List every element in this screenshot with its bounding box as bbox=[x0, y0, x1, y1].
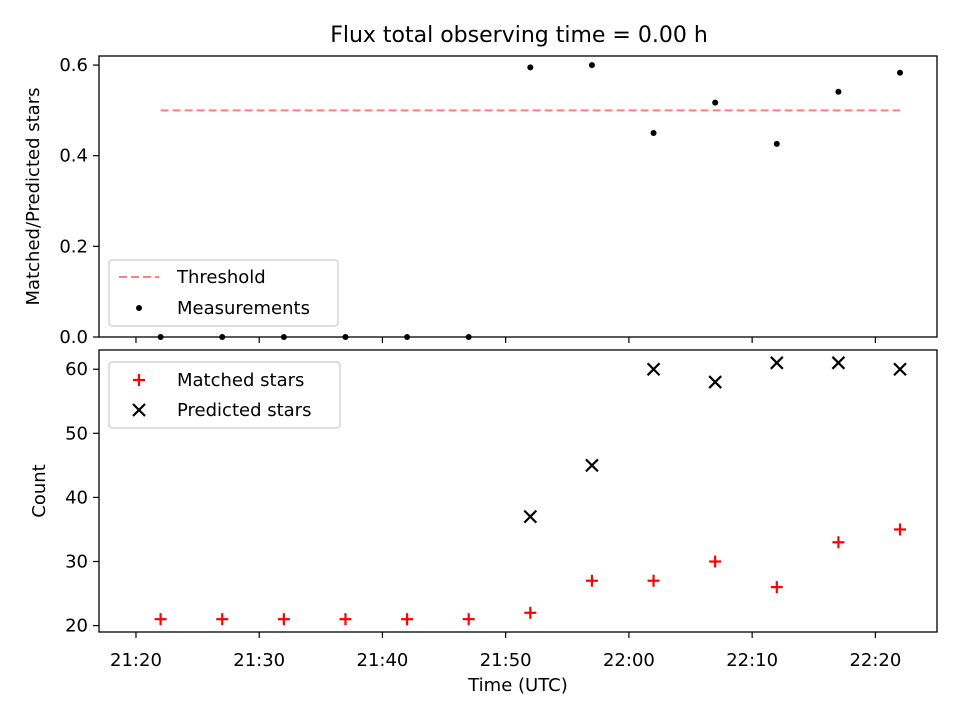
count-y-axis-label: Count bbox=[29, 464, 50, 517]
count-x-tick-label: 21:30 bbox=[233, 650, 285, 671]
count-y-ticks: 20 30 40 50 60 bbox=[65, 359, 99, 637]
count-y-tick-label: 20 bbox=[65, 616, 88, 637]
matched-star-point bbox=[585, 574, 598, 587]
legend-matched-swatch bbox=[133, 374, 145, 386]
measurement-point bbox=[157, 334, 164, 340]
measurement-point bbox=[588, 62, 595, 69]
legend-predicted-marker bbox=[132, 403, 146, 417]
predicted-star-point bbox=[893, 362, 907, 377]
count-y-tick-label: 60 bbox=[65, 359, 88, 380]
ratio-y-tick-label: 0.4 bbox=[59, 146, 88, 167]
matched-star-point bbox=[462, 613, 475, 626]
predicted-star-point-b bbox=[770, 356, 784, 370]
ratio-x-ticks bbox=[135, 337, 876, 343]
matched-star-point bbox=[524, 606, 537, 619]
ratio-panel-frame bbox=[98, 55, 938, 338]
legend-predicted-swatch bbox=[132, 403, 146, 417]
matched-star-point bbox=[709, 555, 722, 568]
predicted-star-point-b bbox=[893, 362, 907, 377]
legend-matched-marker bbox=[133, 374, 145, 386]
ratio-legend-frame bbox=[108, 259, 339, 327]
measurement-point bbox=[527, 64, 534, 71]
matched-star-point bbox=[401, 613, 414, 626]
predicted-star-point-b bbox=[646, 362, 661, 377]
count-marks bbox=[154, 356, 907, 626]
ratio-panel: 0.0 0.2 0.4 0.6 Matched/Predicted stars Thr… bbox=[23, 55, 938, 348]
measurement-point bbox=[712, 99, 719, 106]
predicted-star-point bbox=[585, 458, 599, 473]
count-legend-frame bbox=[108, 361, 341, 429]
matched-star-point bbox=[277, 613, 290, 626]
legend-measurements-swatch bbox=[136, 305, 142, 311]
count-x-tick-label: 22:00 bbox=[603, 650, 655, 671]
count-panel: 20 30 40 50 60 21:20 21:30 21:40 21:50 22:00 22:1… bbox=[29, 349, 938, 696]
predicted-star-point bbox=[770, 356, 784, 370]
predicted-star-point bbox=[523, 509, 538, 524]
ratio-y-tick-label: 0.0 bbox=[59, 327, 88, 348]
measurement-point bbox=[773, 140, 780, 147]
ratio-legend: Threshold Measurements bbox=[108, 259, 339, 327]
legend-predicted-marker-b bbox=[132, 403, 146, 417]
count-y-tick-label: 40 bbox=[65, 487, 88, 508]
count-x-tick-label: 22:20 bbox=[849, 650, 901, 671]
legend-threshold-label: Threshold bbox=[176, 267, 266, 288]
predicted-star-point bbox=[646, 362, 661, 377]
count-y-tick-label: 50 bbox=[65, 423, 88, 444]
matched-star-point bbox=[770, 581, 783, 594]
count-x-tick-label: 22:10 bbox=[726, 650, 778, 671]
measurement-point bbox=[404, 334, 411, 340]
matched-star-point bbox=[154, 613, 167, 626]
ratio-y-axis-label: Matched/Predicted stars bbox=[23, 88, 44, 306]
count-y-tick-label: 30 bbox=[65, 552, 88, 573]
matched-star-point bbox=[832, 536, 845, 549]
measurement-point bbox=[835, 88, 842, 95]
predicted-star-point bbox=[831, 356, 846, 370]
predicted-star-point-b bbox=[708, 375, 722, 389]
measurement-point bbox=[465, 334, 472, 340]
count-panel-frame bbox=[98, 349, 938, 633]
ratio-y-ticks: 0.0 0.2 0.4 0.6 bbox=[59, 55, 99, 348]
ratio-y-tick-label: 0.6 bbox=[59, 55, 88, 76]
x-axis-label: Time (UTC) bbox=[467, 675, 568, 696]
matched-star-point bbox=[894, 523, 907, 536]
matched-star-point bbox=[216, 613, 229, 626]
count-x-tick-label: 21:50 bbox=[480, 650, 532, 671]
measurement-point bbox=[650, 130, 657, 137]
measurement-point bbox=[219, 334, 226, 340]
predicted-star-point-b bbox=[585, 458, 599, 473]
measurement-point bbox=[897, 69, 904, 76]
ratio-y-tick-label: 0.2 bbox=[59, 236, 88, 257]
matched-star-point bbox=[647, 574, 660, 587]
ratio-marks bbox=[157, 62, 904, 340]
predicted-star-point bbox=[708, 375, 722, 389]
count-x-tick-label: 21:20 bbox=[110, 650, 162, 671]
predicted-star-point-b bbox=[523, 509, 538, 524]
legend-matched-label: Matched stars bbox=[177, 370, 304, 391]
count-x-ticks: 21:20 21:30 21:40 21:50 22:00 22:10 22:20 bbox=[110, 632, 901, 671]
measurement-point bbox=[342, 334, 349, 340]
legend-predicted-label: Predicted stars bbox=[177, 400, 311, 421]
matched-star-point bbox=[339, 613, 352, 626]
count-legend: Matched stars Predicted stars bbox=[108, 361, 341, 429]
count-x-tick-label: 21:40 bbox=[357, 650, 409, 671]
measurement-point bbox=[280, 334, 287, 340]
predicted-star-point-b bbox=[831, 356, 846, 370]
chart-title: Flux total observing time = 0.00 h bbox=[330, 23, 708, 48]
legend-measurements-label: Measurements bbox=[177, 298, 310, 319]
